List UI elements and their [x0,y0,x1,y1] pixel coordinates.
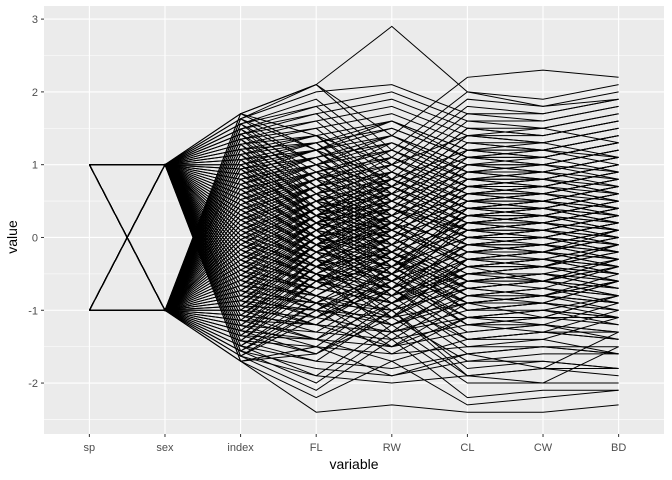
data-line [88,164,619,311]
data-line [88,25,619,312]
data-line [88,164,619,316]
data-line [89,69,619,166]
y-tick-label: 2 [32,87,38,99]
data-lines [88,25,619,413]
y-tick-label: 3 [32,14,38,26]
y-axis-ticks: -2 -1 0 1 2 3 [28,14,44,390]
x-tick-label: index [227,442,254,454]
y-tick-label: 1 [32,160,38,172]
x-tick-label: CW [534,442,553,454]
y-tick-label: -2 [28,378,38,390]
data-line [88,164,619,384]
data-line [88,164,619,357]
data-line [88,164,619,312]
data-line [88,164,619,312]
data-line [89,164,619,253]
data-line [88,164,619,312]
y-axis-title: value [4,220,20,254]
data-line [89,84,619,166]
y-tick-label: 0 [32,232,38,244]
x-tick-label: FL [310,442,323,454]
data-line [88,164,619,337]
y-tick-label: -1 [28,305,38,317]
data-line [88,164,619,352]
x-tick-label: sp [84,442,96,454]
x-axis-ticks: sp sex index FL RW CL CW BD [84,434,626,454]
data-line [88,164,619,312]
x-tick-label: BD [611,442,626,454]
data-line [88,164,619,312]
x-tick-label: CL [460,442,474,454]
data-line [88,164,619,347]
x-tick-label: RW [383,442,402,454]
data-line [88,164,619,311]
data-line [88,164,619,332]
data-line [88,164,619,311]
x-tick-label: sex [156,442,174,454]
data-line [88,164,619,312]
x-axis-title: variable [329,456,378,472]
